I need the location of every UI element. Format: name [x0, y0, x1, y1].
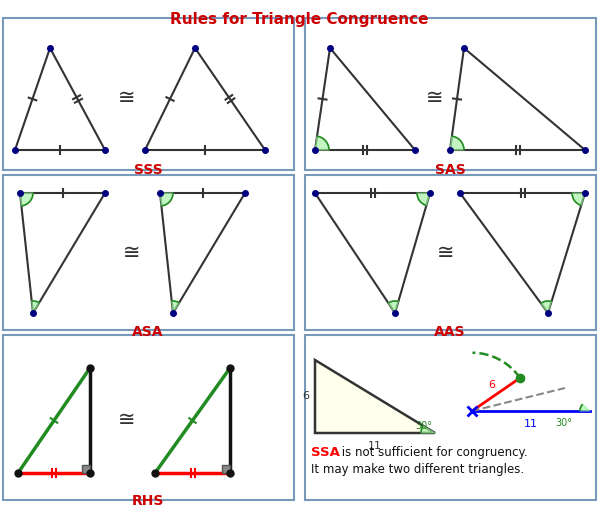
Text: It may make two different triangles.: It may make two different triangles.: [311, 463, 524, 476]
Polygon shape: [172, 301, 179, 313]
Text: SSA: SSA: [311, 446, 340, 459]
Text: ≅: ≅: [123, 243, 141, 263]
Bar: [305, 18, 596, 170]
Text: AAS: AAS: [434, 325, 466, 339]
Polygon shape: [450, 136, 464, 150]
Bar: [3, 335, 294, 500]
Bar: [305, 175, 596, 330]
Polygon shape: [541, 301, 552, 313]
Text: RHS: RHS: [132, 494, 164, 508]
Polygon shape: [160, 193, 173, 206]
Polygon shape: [32, 301, 39, 313]
Text: 11: 11: [368, 441, 382, 451]
Bar: [3, 175, 294, 330]
Text: Rules for Triangle Congruence: Rules for Triangle Congruence: [170, 12, 428, 27]
Polygon shape: [315, 136, 329, 150]
Polygon shape: [388, 301, 398, 313]
Text: 30°: 30°: [415, 421, 432, 431]
Polygon shape: [20, 193, 33, 206]
Text: ≅: ≅: [437, 243, 455, 263]
Text: 30°: 30°: [555, 418, 572, 428]
Text: ASA: ASA: [132, 325, 164, 339]
Text: ≅: ≅: [118, 410, 136, 430]
Bar: [82, 465, 90, 473]
Text: ≅: ≅: [426, 88, 444, 108]
Text: SAS: SAS: [435, 163, 465, 177]
Polygon shape: [572, 193, 585, 205]
Polygon shape: [580, 404, 590, 411]
Text: is not sufficient for congruency.: is not sufficient for congruency.: [338, 446, 528, 459]
Text: ≅: ≅: [118, 88, 136, 108]
Text: SSS: SSS: [134, 163, 162, 177]
Bar: [305, 335, 596, 500]
Polygon shape: [315, 360, 435, 433]
Bar: [222, 465, 230, 473]
Text: 11: 11: [524, 419, 538, 429]
Text: 6: 6: [489, 380, 495, 390]
Bar: [3, 18, 294, 170]
Text: 6: 6: [302, 391, 309, 401]
Polygon shape: [417, 193, 430, 205]
Polygon shape: [421, 426, 435, 433]
